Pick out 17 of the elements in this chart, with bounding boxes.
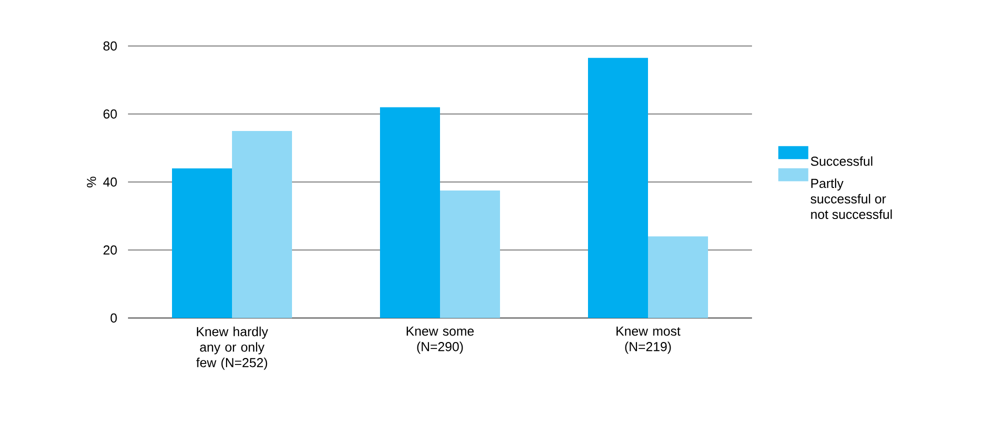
bar (648, 236, 708, 318)
bar (440, 190, 500, 318)
y-tick-label: 80 (103, 41, 117, 51)
bar (588, 58, 648, 318)
x-tick-label: Knew most (N=219) (616, 326, 680, 354)
text: Partly successful or not successful (810, 178, 892, 219)
y-axis-title: % (86, 176, 96, 188)
legend-label: Successful (810, 156, 872, 166)
y-tick-label: 0 (110, 313, 117, 323)
y-tick-label: 40 (103, 177, 117, 187)
x-tick-label: Knew hardly any or only few (N=252) (196, 326, 268, 370)
y-tick-label: 20 (104, 245, 117, 255)
bar (172, 168, 232, 318)
bar (380, 107, 440, 318)
x-tick-label: Knew some (N=290) (406, 326, 474, 354)
bar (232, 131, 292, 318)
y-tick-label: 60 (104, 109, 117, 119)
